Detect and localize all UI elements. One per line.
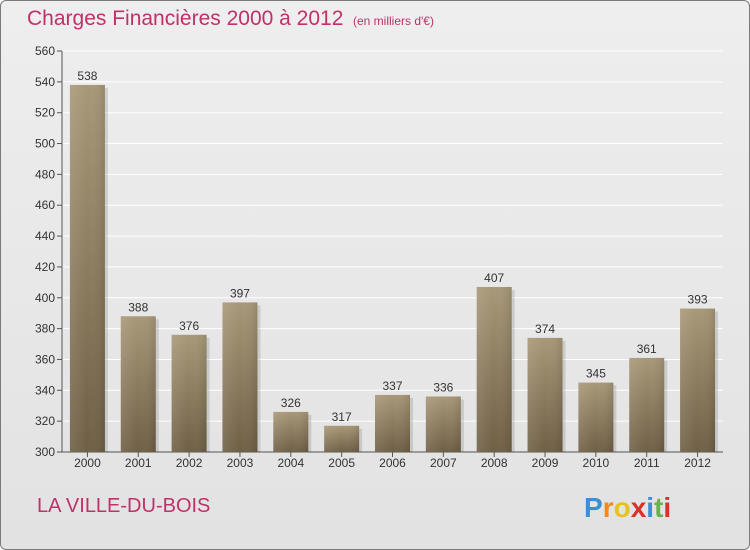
proxiti-logo[interactable]: Proxiti [584,489,694,525]
chart-title: Charges Financières 2000 à 2012 [27,7,344,30]
y-tick-label: 300 [35,445,55,459]
data-label: 336 [433,380,453,394]
gridlines [62,50,723,422]
x-tick-label: 2004 [277,456,304,470]
bar-shine [120,316,156,452]
labels: 300 320 340 360 380 400 420 440 460 480 500 520 540 5… [35,44,711,470]
x-tick-label: 2010 [583,456,610,470]
bars [69,84,719,452]
y-tick-label: 360 [35,352,55,366]
y-tick-label: 520 [35,106,55,120]
data-label: 374 [535,322,555,336]
bar-shine [375,394,410,452]
x-tick-label: 2005 [328,456,355,470]
y-tick-label: 460 [35,198,55,212]
x-tick-label: 2012 [684,456,711,470]
y-tick-label: 440 [35,229,55,243]
y-tick-label: 420 [35,260,55,274]
data-label: 326 [281,396,301,410]
x-tick-label: 2008 [481,456,508,470]
data-label: 376 [179,319,199,333]
bar-shine [69,84,105,452]
data-label: 388 [128,300,148,314]
bar-shine [324,425,360,452]
y-tick-label: 340 [35,383,55,397]
y-tick-label: 500 [35,137,55,151]
x-tick-label: 2006 [379,456,406,470]
bar-shine [273,411,309,452]
bar-shine [680,308,716,452]
x-tick-label: 2009 [532,456,559,470]
bar-shine [222,302,258,452]
data-label: 397 [230,286,250,300]
commune-name: LA VILLE-DU-BOIS [37,495,211,517]
chart-subtitle: (en milliers d'€) [353,14,434,28]
data-label: 345 [586,367,606,381]
bar-shine [578,382,614,452]
y-tick-label: 380 [35,322,55,336]
x-tick-label: 2001 [125,456,152,470]
data-label: 361 [637,342,657,356]
x-tick-label: 2002 [176,456,203,470]
x-tick-label: 2000 [74,456,101,470]
data-label: 337 [382,379,402,393]
y-tick-label: 400 [35,291,55,305]
y-tick-label: 540 [35,75,55,89]
data-label: 538 [77,69,97,83]
y-tick-label: 320 [35,414,55,428]
x-tick-label: 2003 [227,456,254,470]
data-label: 317 [332,410,352,424]
y-tick-label: 560 [35,44,55,58]
y-tick-label: 480 [35,167,55,181]
x-tick-label: 2011 [634,456,660,470]
x-tick-label: 2007 [430,456,457,470]
bar-shine [476,286,512,452]
data-label: 407 [484,271,504,285]
bar-shine [527,337,563,452]
data-label: 393 [688,293,708,307]
svg-text:Proxiti: Proxiti [584,492,671,523]
bar-shine [171,334,207,452]
bar-shine [425,396,461,452]
bar-shine [629,357,665,452]
